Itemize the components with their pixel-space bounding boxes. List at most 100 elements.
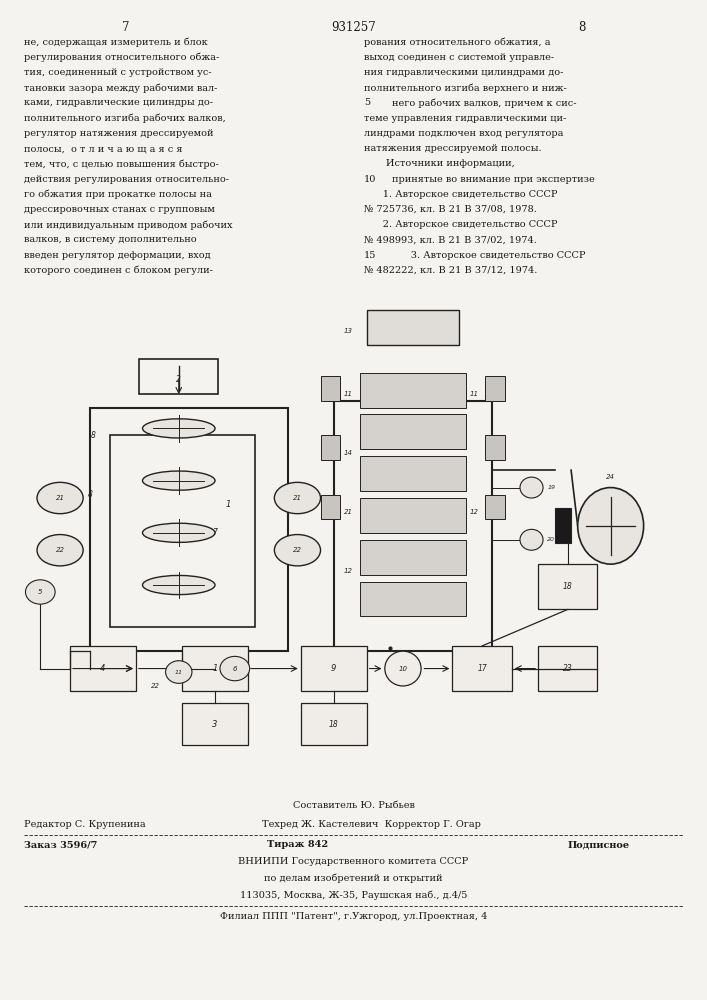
Bar	[300, 646, 367, 691]
Text: Подписное: Подписное	[568, 840, 630, 849]
Text: 22: 22	[56, 547, 64, 553]
Bar	[360, 540, 466, 575]
Bar	[486, 376, 506, 401]
Text: Редактор С. Крупенина: Редактор С. Крупенина	[24, 820, 146, 829]
Text: 19: 19	[547, 485, 555, 490]
Ellipse shape	[578, 488, 643, 564]
Text: 8: 8	[88, 490, 92, 499]
Ellipse shape	[274, 482, 320, 514]
Ellipse shape	[274, 535, 320, 566]
Text: 1: 1	[226, 500, 231, 509]
Bar	[70, 646, 136, 691]
Text: 8: 8	[90, 431, 95, 440]
Bar	[182, 646, 248, 691]
Text: тия, соединенный с устройством ус-: тия, соединенный с устройством ус-	[24, 68, 211, 77]
Text: 15: 15	[364, 251, 376, 260]
Bar	[367, 310, 459, 345]
Text: Заказ 3596/7: Заказ 3596/7	[24, 840, 97, 849]
Text: 11: 11	[175, 670, 183, 675]
Text: Техред Ж. Кастелевич  Корректор Г. Огар: Техред Ж. Кастелевич Корректор Г. Огар	[262, 820, 481, 829]
Text: 7: 7	[122, 21, 129, 34]
Text: натяжения дрессируемой полосы.: натяжения дрессируемой полосы.	[364, 144, 542, 153]
Text: 2: 2	[176, 375, 181, 384]
Text: 11: 11	[344, 391, 353, 397]
Ellipse shape	[143, 419, 215, 438]
Text: 5: 5	[364, 98, 370, 107]
Text: принятые во внимание при экспертизе: принятые во внимание при экспертизе	[392, 175, 595, 184]
Text: 1. Авторское свидетельство СССР: 1. Авторское свидетельство СССР	[364, 190, 558, 199]
Text: 9: 9	[331, 664, 337, 673]
Text: регулирования относительного обжа-: регулирования относительного обжа-	[24, 53, 219, 62]
Bar	[320, 495, 340, 519]
Bar	[538, 564, 597, 609]
Text: полнительного изгиба верхнего и ниж-: полнительного изгиба верхнего и ниж-	[364, 83, 567, 93]
Text: 5: 5	[38, 589, 42, 595]
Ellipse shape	[143, 471, 215, 490]
Text: 7: 7	[213, 528, 218, 537]
Bar	[90, 408, 288, 651]
Text: № 498993, кл. В 21 В 37/02, 1974.: № 498993, кл. В 21 В 37/02, 1974.	[364, 235, 537, 244]
Text: него рабочих валков, причем к сис-: него рабочих валков, причем к сис-	[392, 98, 577, 108]
Bar	[182, 703, 248, 745]
Text: 18: 18	[329, 720, 339, 729]
Text: 21: 21	[56, 495, 64, 501]
Text: 23: 23	[563, 664, 573, 673]
Text: или индивидуальным приводом рабочих: или индивидуальным приводом рабочих	[24, 220, 233, 230]
Text: по делам изобретений и открытий: по делам изобретений и открытий	[264, 874, 443, 883]
Text: 3: 3	[212, 720, 218, 729]
Bar	[320, 376, 340, 401]
Text: Филиал ППП "Патент", г.Ужгород, ул.Проектная, 4: Филиал ППП "Патент", г.Ужгород, ул.Проек…	[220, 912, 487, 921]
Text: 17: 17	[477, 664, 487, 673]
Bar	[486, 495, 506, 519]
Text: рования относительного обжатия, а: рования относительного обжатия, а	[364, 38, 551, 47]
Text: дрессировочных станах с групповым: дрессировочных станах с групповым	[24, 205, 215, 214]
Bar	[300, 703, 367, 745]
Ellipse shape	[143, 575, 215, 595]
Bar	[360, 373, 466, 408]
Text: которого соединен с блоком регули-: которого соединен с блоком регули-	[24, 266, 213, 275]
Ellipse shape	[165, 661, 192, 683]
Text: 18: 18	[563, 582, 573, 591]
Text: 11: 11	[469, 391, 479, 397]
Text: 10: 10	[399, 666, 407, 672]
Text: № 725736, кл. В 21 В 37/08, 1978.: № 725736, кл. В 21 В 37/08, 1978.	[364, 205, 537, 214]
Ellipse shape	[520, 529, 543, 550]
Text: 12: 12	[344, 568, 353, 574]
Text: 20: 20	[547, 537, 555, 542]
Bar	[486, 435, 506, 460]
Bar	[334, 401, 492, 651]
Text: 3. Авторское свидетельство СССР: 3. Авторское свидетельство СССР	[392, 251, 585, 260]
Text: 14: 14	[344, 450, 353, 456]
Bar	[554, 508, 571, 543]
Text: 22: 22	[293, 547, 302, 553]
Ellipse shape	[220, 656, 250, 681]
Text: 4: 4	[100, 664, 105, 673]
Text: введен регулятор деформации, вход: введен регулятор деформации, вход	[24, 251, 211, 260]
Bar	[360, 456, 466, 491]
Ellipse shape	[385, 651, 421, 686]
Text: валков, в систему дополнительно: валков, в систему дополнительно	[24, 235, 197, 244]
Ellipse shape	[143, 523, 215, 542]
Text: го обжатия при прокатке полосы на: го обжатия при прокатке полосы на	[24, 190, 211, 199]
Bar	[320, 435, 340, 460]
Text: действия регулирования относительно-: действия регулирования относительно-	[24, 175, 229, 184]
Text: 10: 10	[364, 175, 376, 184]
Bar	[360, 582, 466, 616]
Text: 24: 24	[606, 474, 615, 480]
Ellipse shape	[520, 477, 543, 498]
Bar	[360, 414, 466, 449]
Text: не, содержащая измеритель и блок: не, содержащая измеритель и блок	[24, 38, 208, 47]
Text: 931257: 931257	[331, 21, 376, 34]
Ellipse shape	[37, 535, 83, 566]
Text: регулятор натяжения дрессируемой: регулятор натяжения дрессируемой	[24, 129, 214, 138]
Text: 13: 13	[344, 328, 353, 334]
Text: 113035, Москва, Ж-35, Раушская наб., д.4/5: 113035, Москва, Ж-35, Раушская наб., д.4…	[240, 891, 467, 900]
Ellipse shape	[37, 482, 83, 514]
Text: полнительного изгиба рабочих валков,: полнительного изгиба рабочих валков,	[24, 114, 226, 123]
Text: Составитель Ю. Рыбьев: Составитель Ю. Рыбьев	[293, 801, 414, 810]
Text: 8: 8	[578, 21, 585, 34]
Text: тем, что, с целью повышения быстро-: тем, что, с целью повышения быстро-	[24, 159, 218, 169]
Text: Тираж 842: Тираж 842	[267, 840, 328, 849]
Ellipse shape	[25, 580, 55, 604]
Bar	[139, 359, 218, 394]
